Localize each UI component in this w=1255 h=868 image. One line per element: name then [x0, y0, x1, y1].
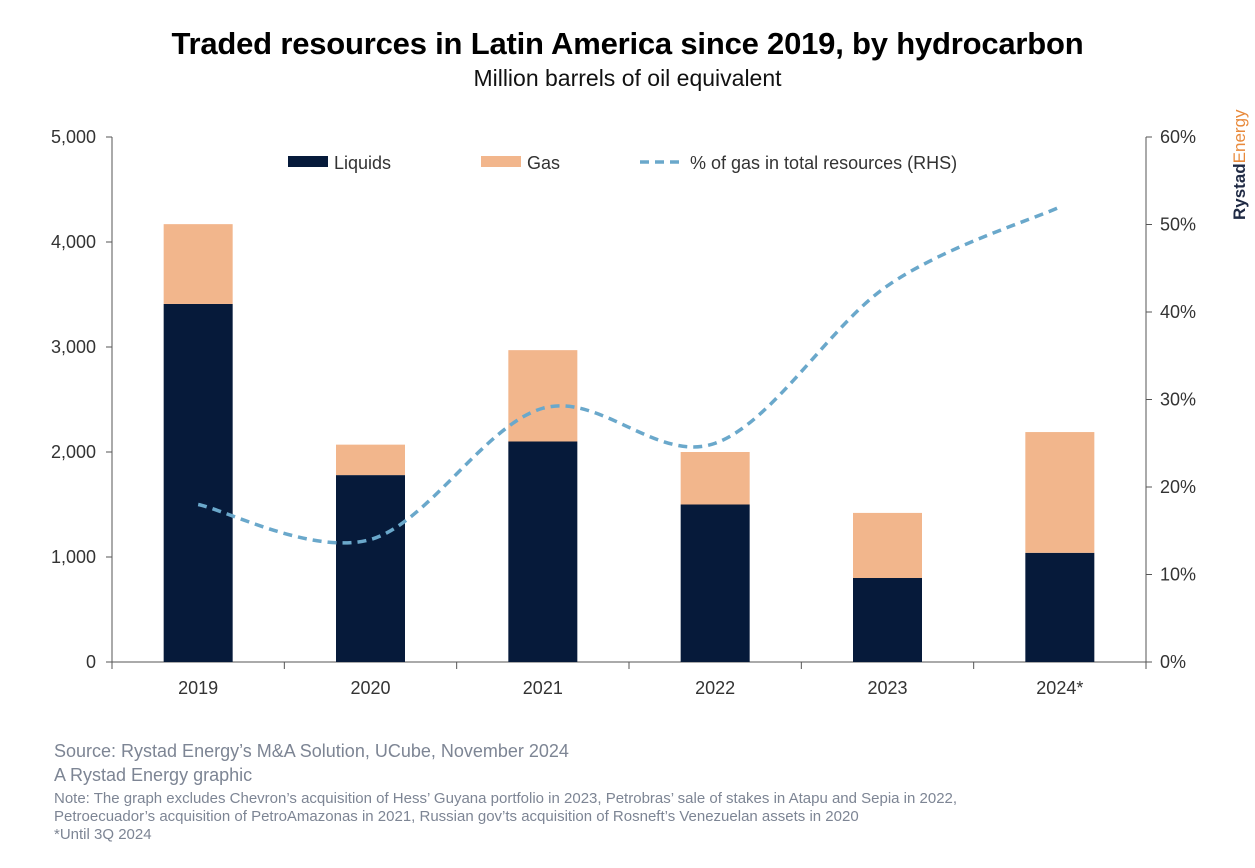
x-tick-label: 2022 — [695, 678, 735, 698]
legend-label-liquids: Liquids — [334, 153, 391, 173]
legend-swatch-liquids — [288, 156, 328, 167]
x-tick-label: 2019 — [178, 678, 218, 698]
y2-tick-label: 40% — [1160, 302, 1196, 322]
y-tick-label: 1,000 — [51, 547, 96, 567]
y-tick-label: 5,000 — [51, 127, 96, 147]
gas-share-line — [197, 205, 1061, 545]
bar-gas — [1025, 432, 1095, 553]
y-tick-label: 2,000 — [51, 442, 96, 462]
credit-text: A Rystad Energy graphic — [54, 765, 253, 785]
legend-label-gas: Gas — [527, 153, 560, 173]
legend-label-line: % of gas in total resources (RHS) — [690, 153, 957, 173]
bar-liquids — [508, 441, 578, 662]
chart-title: Traded resources in Latin America since … — [171, 26, 1084, 61]
y-tick-label: 4,000 — [51, 232, 96, 252]
y2-tick-label: 50% — [1160, 215, 1196, 235]
bar-gas — [680, 452, 750, 505]
bar-gas — [853, 512, 922, 578]
x-tick-label: 2023 — [867, 678, 907, 698]
y2-tick-label: 30% — [1160, 390, 1196, 410]
y2-tick-label: 20% — [1160, 477, 1196, 497]
bar-gas — [508, 350, 578, 442]
chart-subtitle: Million barrels of oil equivalent — [473, 65, 782, 91]
bar-liquids — [163, 303, 233, 662]
x-tick-label: 2020 — [350, 678, 390, 698]
legend-swatch-gas — [481, 156, 521, 167]
brand-energy: Energy — [1230, 109, 1249, 163]
brand-rystad: Rystad — [1230, 163, 1249, 220]
y-tick-label: 0 — [86, 652, 96, 672]
note-line-3: *Until 3Q 2024 — [54, 826, 152, 843]
bar-liquids — [680, 504, 750, 662]
source-text: Source: Rystad Energy’s M&A Solution, UC… — [54, 741, 569, 761]
bar-liquids — [336, 475, 405, 662]
y-tick-label: 3,000 — [51, 337, 96, 357]
note-line-1: Note: The graph excludes Chevron’s acqui… — [54, 790, 958, 807]
y2-tick-label: 10% — [1160, 565, 1196, 585]
x-tick-label: 2024* — [1036, 678, 1083, 698]
bar-liquids — [1025, 552, 1095, 662]
svg-text:RystadEnergy: RystadEnergy — [1230, 109, 1249, 220]
y2-tick-label: 60% — [1160, 127, 1196, 147]
note-line-2: Petroecuador’s acquisition of PetroAmazo… — [54, 808, 859, 825]
rystad-logo: RystadEnergy — [1230, 109, 1249, 220]
bar-gas — [336, 444, 405, 476]
bar-gas — [163, 224, 233, 304]
y2-tick-label: 0% — [1160, 652, 1186, 672]
x-tick-label: 2021 — [523, 678, 563, 698]
bar-liquids — [853, 578, 922, 662]
